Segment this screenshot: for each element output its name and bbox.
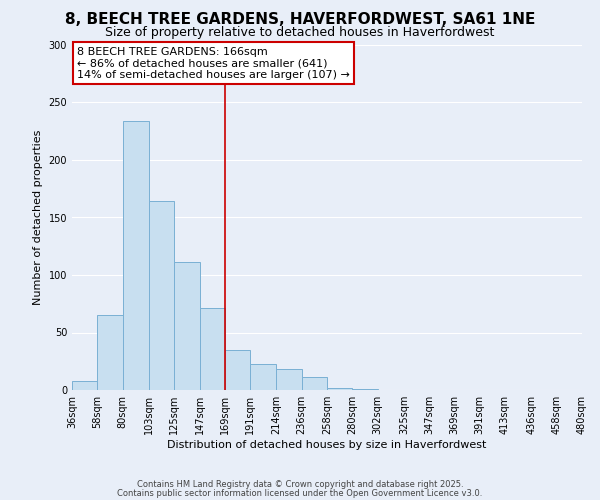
X-axis label: Distribution of detached houses by size in Haverfordwest: Distribution of detached houses by size … [167,440,487,450]
Bar [72,381,97,390]
Y-axis label: Number of detached properties: Number of detached properties [33,130,43,305]
Bar [199,308,225,390]
Text: 8 BEECH TREE GARDENS: 166sqm
← 86% of detached houses are smaller (641)
14% of s: 8 BEECH TREE GARDENS: 166sqm ← 86% of de… [77,46,350,80]
Text: Contains public sector information licensed under the Open Government Licence v3: Contains public sector information licen… [118,488,482,498]
Bar [149,202,174,390]
Text: 8, BEECH TREE GARDENS, HAVERFORDWEST, SA61 1NE: 8, BEECH TREE GARDENS, HAVERFORDWEST, SA… [65,12,535,28]
Bar [122,121,149,390]
Text: Contains HM Land Registry data © Crown copyright and database right 2025.: Contains HM Land Registry data © Crown c… [137,480,463,489]
Bar [225,350,250,390]
Bar [327,388,352,390]
Bar [250,364,277,390]
Bar [174,262,199,390]
Text: Size of property relative to detached houses in Haverfordwest: Size of property relative to detached ho… [106,26,494,39]
Bar [302,378,327,390]
Bar [352,389,377,390]
Bar [97,316,122,390]
Bar [277,370,302,390]
